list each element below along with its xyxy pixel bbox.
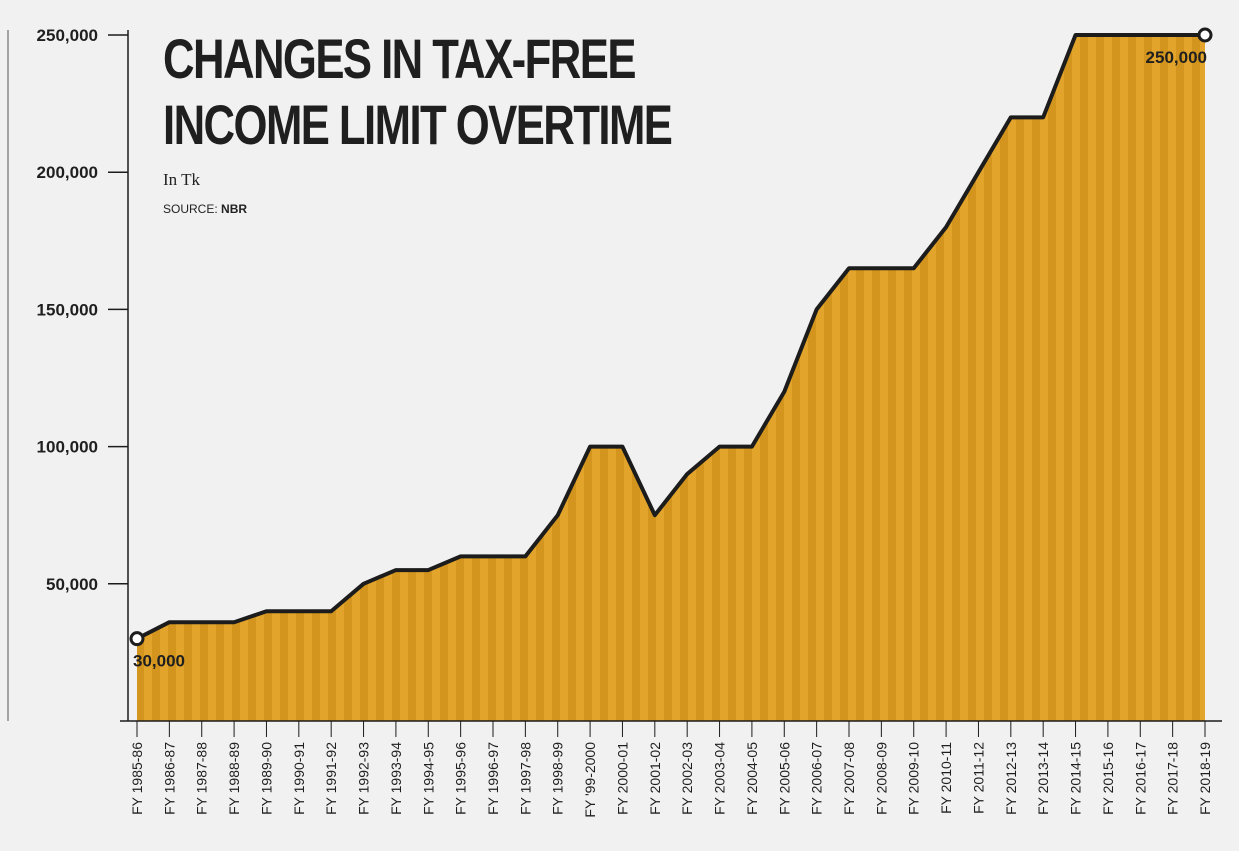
x-tick-label: FY 1985-86 (129, 742, 145, 815)
annotation-label: 250,000 (1146, 48, 1207, 67)
y-tick-label: 150,000 (37, 300, 98, 319)
annotation-label: 30,000 (133, 652, 185, 671)
chart-title-line-1: CHANGES IN TAX-FREE (163, 27, 636, 90)
chart-source: SOURCE: NBR (163, 202, 247, 216)
x-tick-label: FY 1988-89 (226, 742, 242, 815)
x-tick-label: FY 1997-98 (517, 742, 533, 815)
x-tick-label: FY 2005-06 (776, 742, 792, 815)
x-tick-label: FY '99-2000 (582, 742, 598, 818)
source-name: NBR (221, 202, 248, 216)
y-tick-label: 200,000 (37, 163, 98, 182)
x-tick-label: FY 2003-04 (712, 742, 728, 815)
x-tick-label: FY 2008-09 (873, 742, 889, 815)
y-tick-label: 50,000 (46, 575, 98, 594)
x-tick-label: FY 1994-95 (420, 742, 436, 815)
x-tick-label: FY 2017-18 (1165, 742, 1181, 815)
x-tick-label: FY 1992-93 (356, 742, 372, 815)
x-tick-label: FY 2009-10 (906, 742, 922, 815)
y-tick-label: 250,000 (37, 26, 98, 45)
x-tick-label: FY 1998-99 (550, 742, 566, 815)
x-tick-label: FY 2007-08 (841, 742, 857, 815)
x-tick-label: FY 2001-02 (647, 742, 663, 815)
x-tick-label: FY 2016-17 (1132, 742, 1148, 815)
x-tick-label: FY 1991-92 (323, 742, 339, 815)
source-label: SOURCE: (163, 202, 218, 216)
x-tick-label: FY 1987-88 (194, 742, 210, 815)
chart-title: CHANGES IN TAX-FREE INCOME LIMIT OVERTIM… (163, 26, 673, 158)
x-tick-label: FY 2000-01 (614, 742, 630, 815)
x-tick-label: FY 2002-03 (679, 742, 695, 815)
x-tick-label: FY 2012-13 (1003, 742, 1019, 815)
x-tick-label: FY 1989-90 (258, 742, 274, 815)
x-tick-label: FY 1995-96 (453, 742, 469, 815)
x-tick-label: FY 1996-97 (485, 742, 501, 815)
chart-subtitle: In Tk (163, 170, 200, 189)
x-tick-label: FY 2014-15 (1068, 742, 1084, 815)
annotation-marker (129, 631, 145, 647)
x-tick-label: FY 1990-91 (291, 742, 307, 815)
x-tick-label: FY 2018-19 (1197, 742, 1213, 815)
annotation-marker (1197, 27, 1213, 43)
x-tick-label: FY 2013-14 (1035, 742, 1051, 815)
x-tick-label: FY 2011-12 (970, 742, 986, 814)
x-tick-label: FY 2006-07 (809, 742, 825, 815)
area-fill (137, 35, 1205, 721)
x-tick-label: FY 2010-11 (938, 742, 954, 814)
x-tick-label: FY 2015-16 (1100, 742, 1116, 815)
x-tick-label: FY 1993-94 (388, 742, 404, 815)
x-tick-label: FY 1986-87 (161, 742, 177, 815)
x-tick-label: FY 2004-05 (744, 742, 760, 815)
chart-title-line-2: INCOME LIMIT OVERTIME (163, 93, 673, 156)
y-tick-label: 100,000 (37, 438, 98, 457)
series-line (136, 33, 1205, 641)
